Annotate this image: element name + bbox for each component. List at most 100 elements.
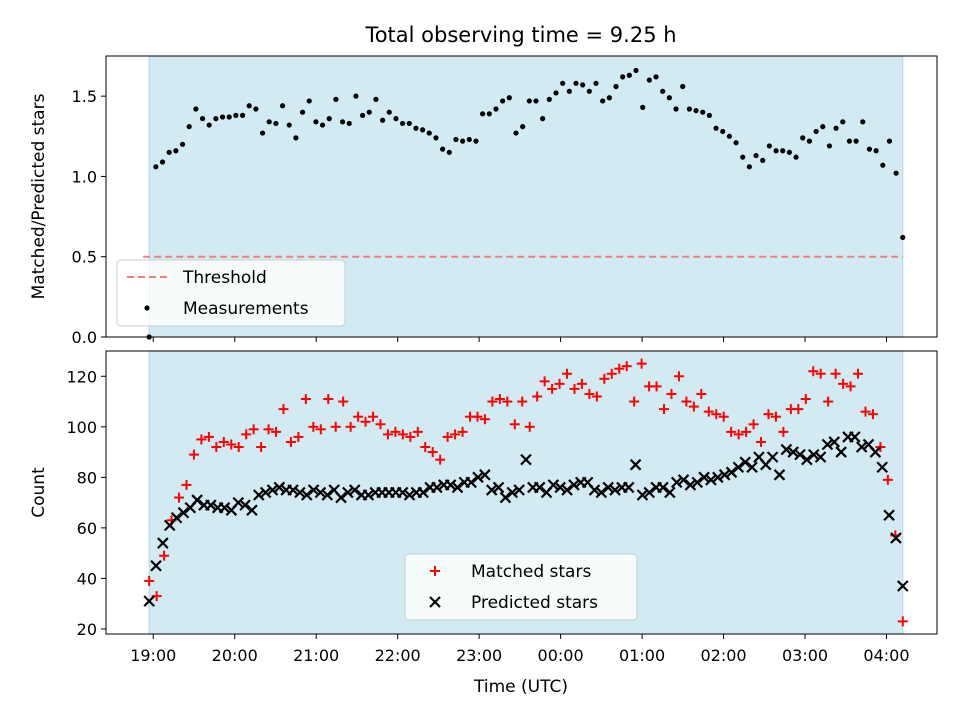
- data-point: [823, 396, 834, 407]
- data-point: [493, 106, 499, 112]
- data-point: [643, 486, 656, 499]
- data-point: [821, 438, 834, 451]
- legend-marker: [429, 596, 441, 608]
- x-tick-label: 01:00: [619, 646, 665, 665]
- data-point: [246, 103, 252, 109]
- data-point: [793, 404, 804, 415]
- data-point: [368, 411, 379, 422]
- data-point: [670, 476, 683, 489]
- data-point: [393, 116, 399, 122]
- data-point: [403, 489, 416, 501]
- data-point: [867, 409, 878, 420]
- data-point: [206, 122, 212, 128]
- data-point: [239, 499, 251, 511]
- data-point: [400, 120, 406, 127]
- data-point: [342, 486, 354, 499]
- data-point: [726, 426, 737, 437]
- data-point: [773, 469, 786, 481]
- data-point: [345, 421, 356, 432]
- data-point: [520, 453, 532, 466]
- data-point: [520, 124, 526, 130]
- data-point: [233, 442, 244, 453]
- data-point: [362, 489, 375, 501]
- data-point: [359, 112, 366, 119]
- data-point: [828, 436, 841, 448]
- data-point: [622, 481, 635, 494]
- series-matched-stars: [144, 358, 908, 627]
- data-point: [766, 451, 779, 463]
- data-point: [860, 406, 871, 417]
- data-point: [778, 426, 789, 437]
- data-point: [584, 388, 595, 399]
- data-point: [314, 486, 327, 499]
- data-point: [196, 434, 207, 445]
- data-point: [397, 429, 408, 440]
- y-axis-label: Matched/Predicted stars: [29, 93, 49, 299]
- data-point: [706, 112, 712, 119]
- data-point: [433, 135, 439, 141]
- data-point: [833, 125, 839, 131]
- data-point: [506, 95, 512, 101]
- data-point: [566, 88, 572, 94]
- data-point: [326, 116, 332, 122]
- data-point: [696, 388, 707, 399]
- data-point: [766, 143, 773, 149]
- data-point: [693, 107, 699, 114]
- data-point: [143, 595, 155, 607]
- data-point: [253, 489, 265, 501]
- data-point: [473, 138, 479, 144]
- data-point: [232, 496, 245, 509]
- data-point: [259, 486, 272, 499]
- data-point: [547, 383, 558, 394]
- data-point: [763, 409, 774, 420]
- data-point: [179, 141, 186, 147]
- data-point: [666, 388, 677, 399]
- data-point: [726, 133, 732, 139]
- data-point: [651, 381, 662, 392]
- data-point: [390, 426, 401, 437]
- data-point: [800, 394, 811, 405]
- data-point: [205, 499, 217, 511]
- y-tick-label: 0.5: [72, 248, 97, 267]
- data-point: [636, 489, 649, 501]
- data-point: [486, 111, 492, 117]
- data-point: [494, 394, 505, 405]
- data-point: [838, 378, 849, 389]
- x-tick-label: 23:00: [456, 646, 502, 665]
- data-point: [691, 476, 704, 489]
- data-point: [673, 371, 684, 382]
- data-point: [573, 80, 579, 86]
- data-point: [711, 409, 722, 420]
- data-point: [586, 88, 592, 94]
- data-point: [853, 368, 864, 379]
- data-point: [256, 442, 267, 453]
- data-point: [561, 484, 573, 496]
- data-point: [539, 376, 550, 387]
- x-tick-label: 03:00: [782, 646, 828, 665]
- data-point: [266, 484, 279, 496]
- data-point: [673, 106, 679, 112]
- count-panel: 20 40 60 80 100 120 19:00 20:00 21:00 22:00 23:00 0…: [29, 350, 938, 665]
- data-point: [873, 148, 879, 154]
- data-point: [219, 114, 226, 120]
- data-point: [569, 383, 580, 394]
- data-point: [814, 451, 827, 463]
- data-point: [386, 109, 392, 115]
- data-point: [294, 486, 306, 499]
- data-point: [753, 152, 759, 159]
- y-tick-label: 100: [66, 418, 97, 437]
- data-point: [405, 431, 416, 442]
- data-point: [808, 366, 819, 377]
- data-point: [760, 157, 766, 163]
- data-point: [213, 116, 219, 122]
- data-point: [173, 148, 179, 154]
- y-tick-label: 120: [66, 367, 97, 386]
- data-point: [732, 461, 745, 474]
- data-point: [815, 368, 826, 379]
- y-tick-label: 1.0: [72, 167, 97, 186]
- data-point: [177, 506, 190, 519]
- data-point: [880, 162, 886, 168]
- data-point: [513, 484, 525, 496]
- data-point: [733, 429, 744, 440]
- data-point: [720, 128, 726, 135]
